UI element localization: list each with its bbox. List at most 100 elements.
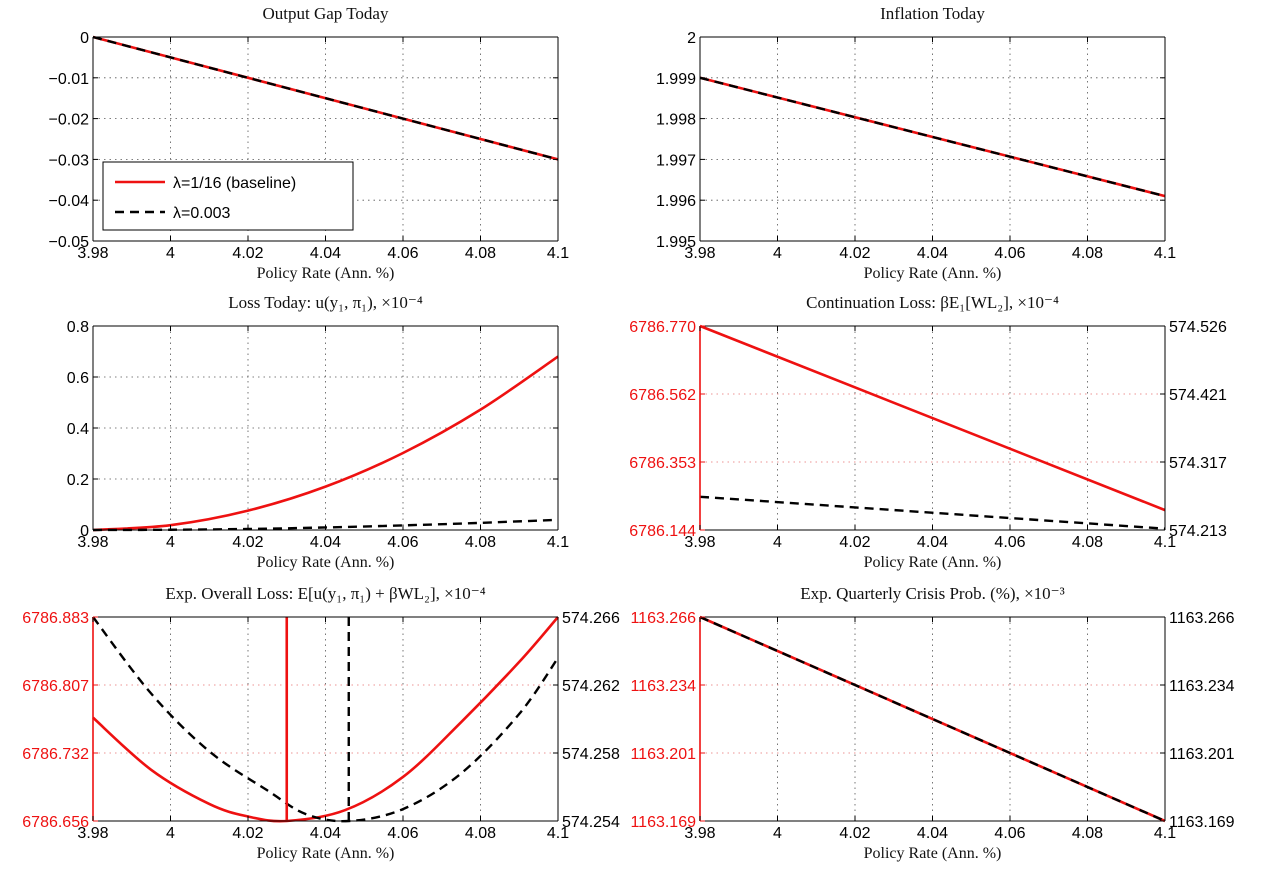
chart-title: Output Gap Today	[263, 4, 389, 23]
x-tick-label: 4.06	[994, 534, 1025, 551]
x-tick-label: 4.08	[1072, 245, 1103, 262]
y-tick-label: 1.999	[656, 71, 696, 88]
x-tick-label: 4.04	[310, 245, 341, 262]
x-tick-label: 4	[166, 245, 175, 262]
panel-crisis-prob: 3.98 4 4.02 4.04 4.06 4.08 4.1 1163.266 1163.234…	[630, 584, 1234, 862]
y-tick-label: −0.04	[49, 193, 90, 210]
x-tick-label: 4.08	[1072, 825, 1103, 842]
y-tick-label: 6786.353	[629, 455, 696, 472]
y-tick-label: 1.998	[656, 112, 696, 129]
plot-area	[93, 617, 558, 821]
x-tick-label: 4.02	[232, 825, 263, 842]
x-tick-label: 4.02	[839, 245, 870, 262]
series-line-baseline	[699, 324, 1166, 512]
panel-loss-today: 3.98 4 4.02 4.04 4.06 4.08 4.1 0.8 0.6 0.4 0.2 0 Los…	[67, 293, 569, 571]
y-tick-label: 1.996	[656, 193, 696, 210]
x-tick-label: 4.02	[232, 245, 263, 262]
panel-overall-loss: 3.98 4 4.02 4.04 4.06 4.08 4.1 6786.883 6786.807…	[22, 584, 620, 862]
x-tick-label: 4	[166, 534, 175, 551]
y-tick-label: −0.05	[49, 234, 90, 251]
y-right-tick-label: 574.266	[562, 610, 620, 627]
y-tick-label: 6786.656	[22, 814, 89, 831]
y-tick-label: 0.2	[67, 472, 89, 489]
x-axis-label: Policy Rate (Ann. %)	[257, 265, 395, 282]
y-tick-label: 0.6	[67, 370, 89, 387]
y-tick-label: 6786.770	[629, 319, 696, 336]
x-tick-label: 4.08	[1072, 534, 1103, 551]
series-line-lambda-0003	[92, 616, 559, 823]
x-tick-label: 4.04	[917, 245, 948, 262]
x-tick-label: 4.1	[547, 245, 569, 262]
y-right-tick-label: 574.258	[562, 746, 620, 763]
x-tick-label: 4.02	[839, 534, 870, 551]
y-tick-label: 1.997	[656, 152, 696, 169]
y-tick-label: 2	[687, 30, 696, 47]
y-tick-label: 1163.201	[630, 746, 696, 763]
y-tick-label: 0.4	[67, 421, 89, 438]
y-right-tick-label: 1163.234	[1169, 678, 1235, 695]
y-tick-label: 6786.807	[22, 678, 89, 695]
x-tick-label: 4.1	[1154, 825, 1176, 842]
x-tick-label: 4.08	[465, 825, 496, 842]
x-tick-label: 4.06	[387, 245, 418, 262]
y-right-tick-label: 574.254	[562, 814, 620, 831]
y-tick-label: −0.03	[49, 152, 90, 169]
x-axis-label: Policy Rate (Ann. %)	[257, 554, 395, 571]
y-right-tick-label: 1163.201	[1169, 746, 1235, 763]
x-tick-label: 3.98	[684, 534, 715, 551]
y-right-tick-label: 574.213	[1169, 523, 1227, 540]
panel-inflation: 3.98 4 4.02 4.04 4.06 4.08 4.1 2 1.999 1.998 1.997…	[656, 4, 1176, 282]
x-tick-label: 4.06	[994, 245, 1025, 262]
series-line-lambda-0003	[699, 495, 1166, 530]
y-right-tick-label: 574.526	[1169, 319, 1227, 336]
y-tick-label: 1163.169	[630, 814, 696, 831]
legend-label: λ=0.003	[173, 205, 230, 222]
x-tick-label: 4.04	[917, 534, 948, 551]
x-tick-label: 3.98	[684, 245, 715, 262]
y-tick-label: 1.995	[656, 234, 696, 251]
x-tick-label: 4.02	[232, 534, 263, 551]
y-tick-label: 6786.562	[629, 387, 696, 404]
series-line-lambda-0003	[92, 35, 559, 161]
chart-title: Inflation Today	[880, 4, 985, 23]
series-line-baseline	[92, 616, 559, 823]
series-line-lambda-0003	[699, 615, 1166, 823]
y-tick-label: 1163.234	[630, 678, 696, 695]
x-tick-label: 4	[773, 825, 782, 842]
x-axis-label: Policy Rate (Ann. %)	[864, 554, 1002, 571]
x-tick-label: 4.08	[465, 245, 496, 262]
x-tick-label: 3.98	[684, 825, 715, 842]
chart-title: Loss Today: u(y₁, π₁), ×10⁻⁴	[228, 293, 423, 312]
x-tick-label: 3.98	[77, 245, 108, 262]
panel-continuation-loss: 3.98 4 4.02 4.04 4.06 4.08 4.1 6786.770 6786.562…	[629, 293, 1227, 571]
x-tick-label: 4.1	[547, 825, 569, 842]
x-axis-label: Policy Rate (Ann. %)	[864, 265, 1002, 282]
x-tick-label: 4	[773, 245, 782, 262]
x-tick-label: 4.06	[387, 825, 418, 842]
x-tick-label: 4.06	[994, 825, 1025, 842]
x-tick-label: 4.04	[310, 825, 341, 842]
x-tick-label: 4.08	[465, 534, 496, 551]
y-tick-label: 6786.883	[22, 610, 89, 627]
x-tick-label: 4.1	[1154, 534, 1176, 551]
series-line-lambda-0003	[699, 76, 1166, 198]
y-right-tick-label: 574.317	[1169, 455, 1227, 472]
y-tick-label: 0	[80, 523, 89, 540]
x-axis-label: Policy Rate (Ann. %)	[257, 845, 395, 862]
y-right-tick-label: 574.262	[562, 678, 620, 695]
x-axis-label: Policy Rate (Ann. %)	[864, 845, 1002, 862]
chart-title: Continuation Loss: βE₁[WL₂], ×10⁻⁴	[806, 293, 1059, 312]
y-tick-label: −0.01	[49, 71, 90, 88]
y-tick-label: 0	[80, 30, 89, 47]
x-tick-label: 4.04	[310, 534, 341, 551]
legend-label: λ=1/16 (baseline)	[173, 175, 296, 192]
y-tick-label: 1163.266	[630, 610, 696, 627]
x-tick-label: 3.98	[77, 825, 108, 842]
y-right-tick-label: 1163.169	[1169, 814, 1235, 831]
y-right-tick-label: 1163.266	[1169, 610, 1235, 627]
plot-area	[700, 326, 1165, 530]
legend: λ=1/16 (baseline) λ=0.003	[102, 161, 354, 231]
y-tick-label: 6786.144	[629, 523, 696, 540]
x-tick-label: 3.98	[77, 534, 108, 551]
